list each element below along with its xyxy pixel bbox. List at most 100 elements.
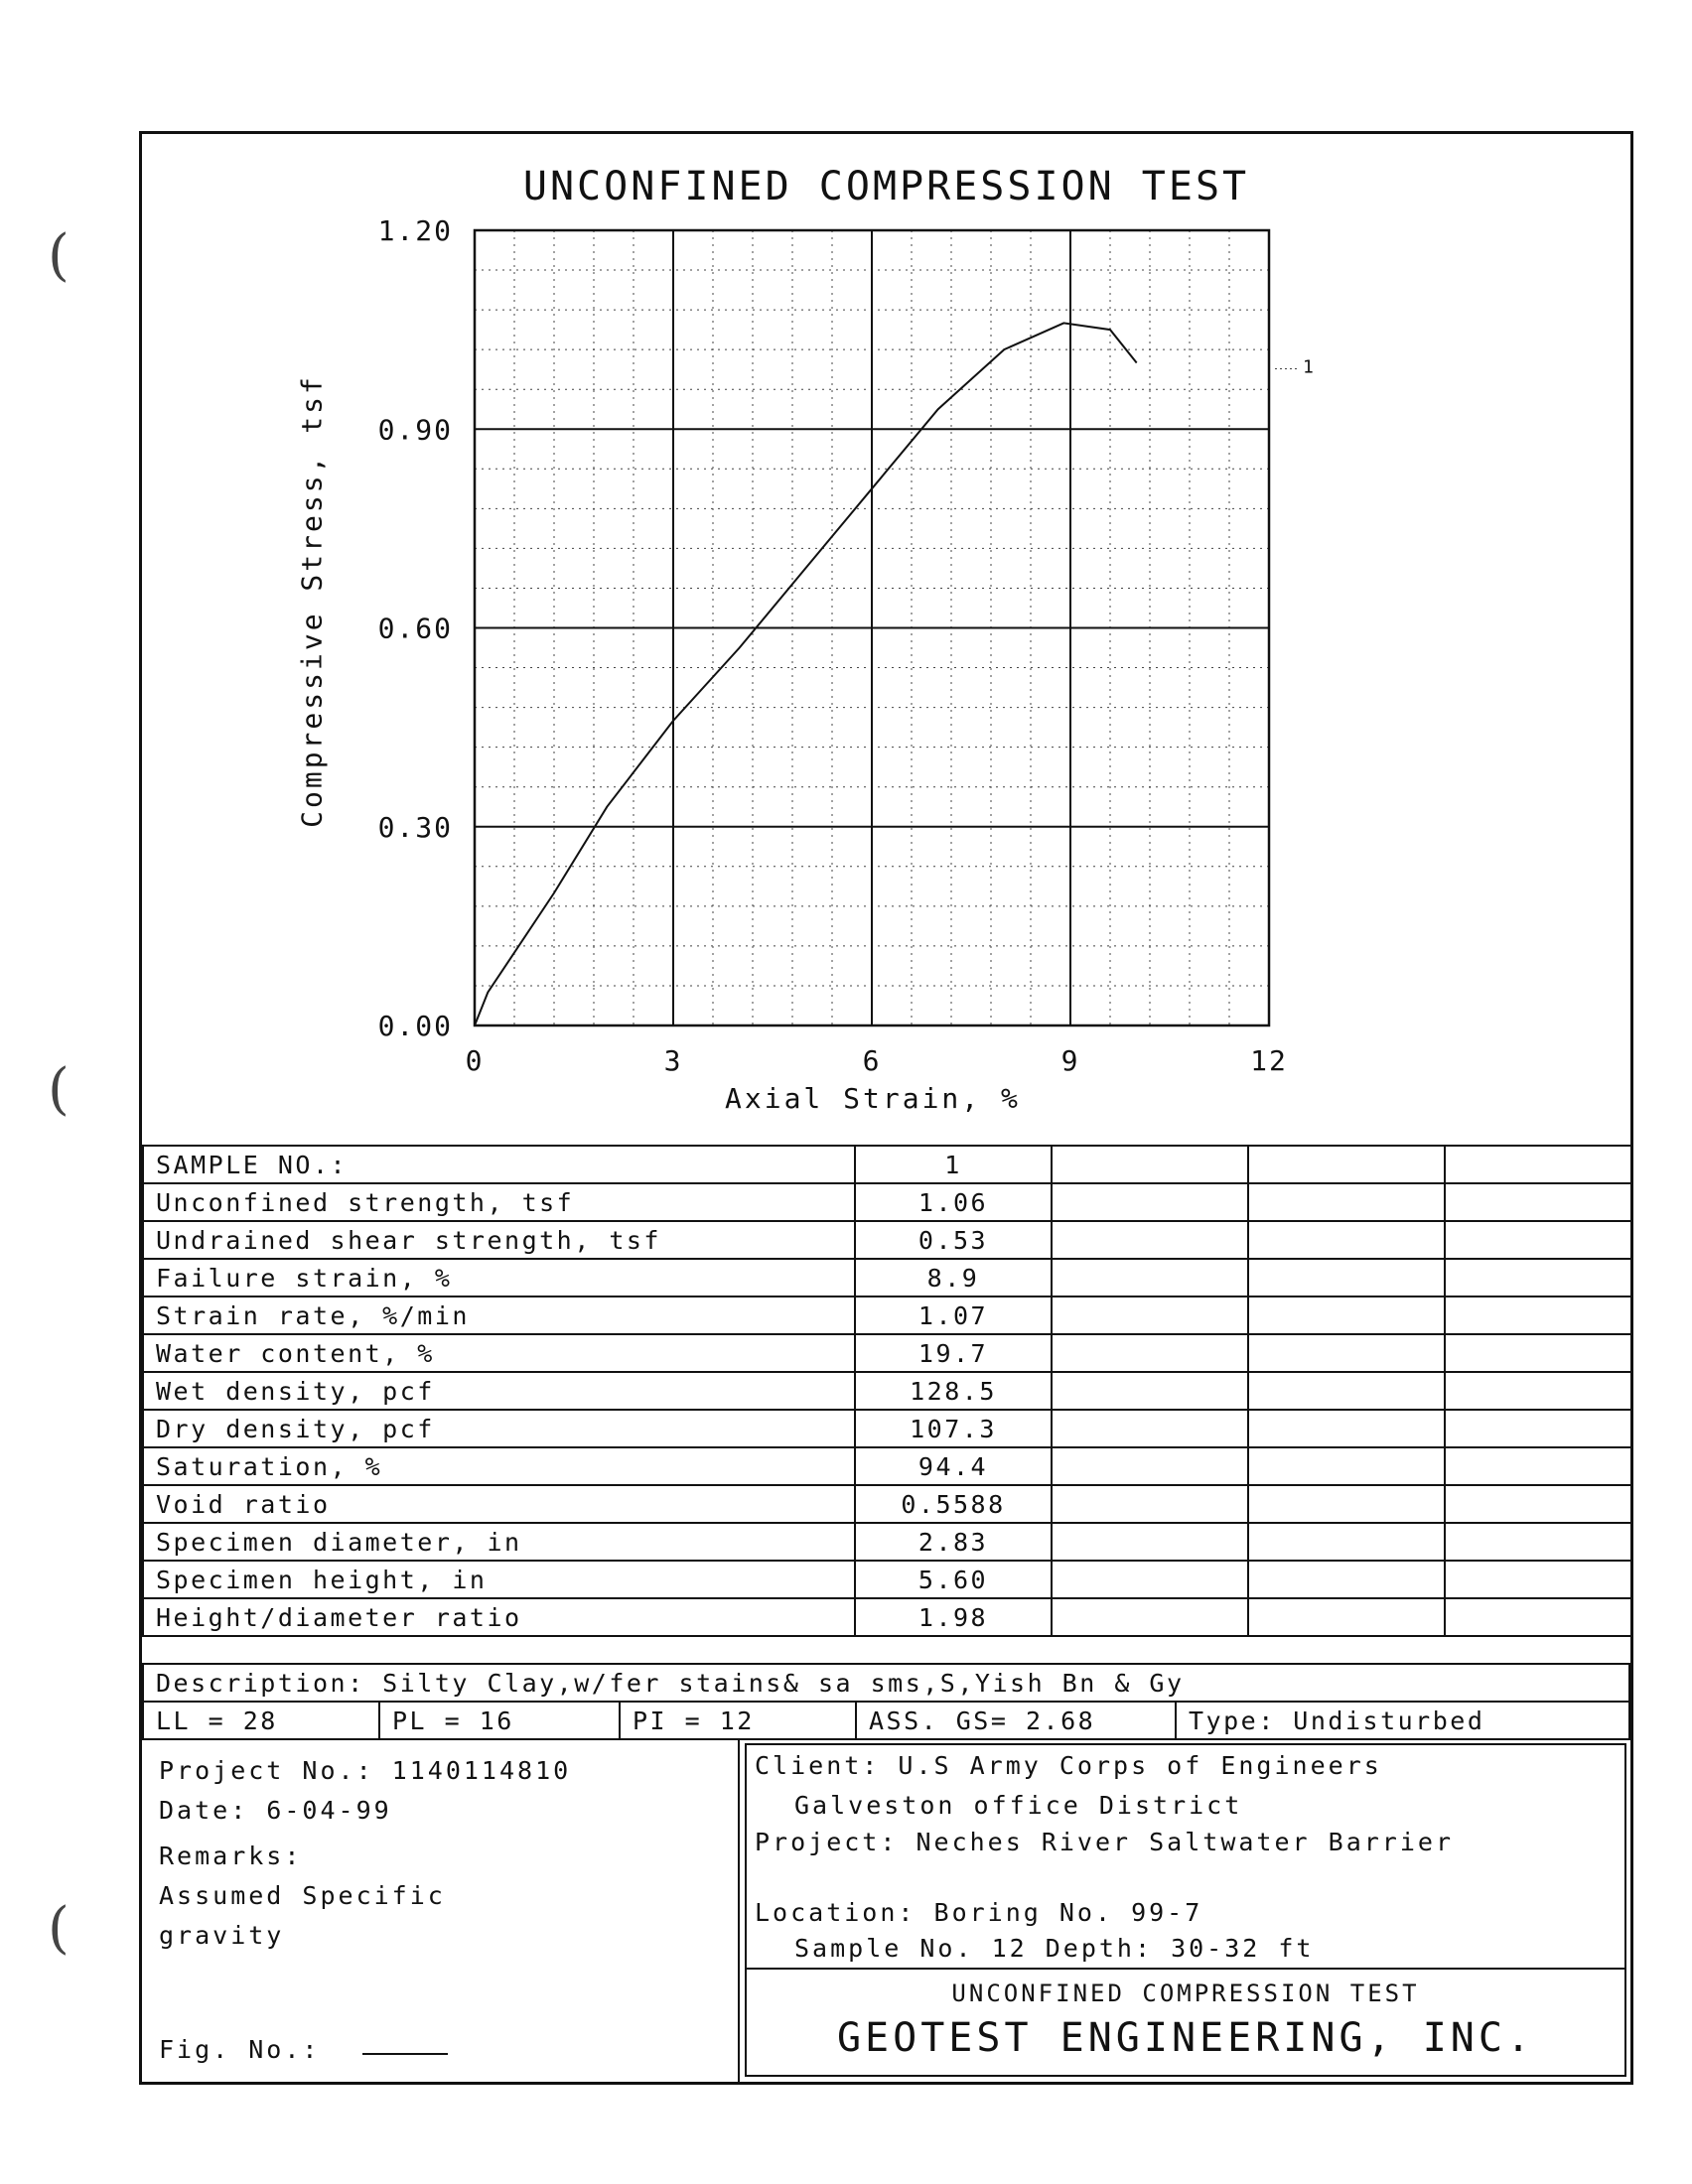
empty-sample-cell (1051, 1522, 1249, 1562)
project-number: Project No.: 1140114810 (159, 1756, 572, 1785)
empty-sample-cell (1444, 1220, 1632, 1260)
description-text: Description: Silty Clay,w/fer stains& sa… (156, 1669, 1185, 1698)
left-info-block: Project No.: 1140114810 Date: 6-04-99 Re… (142, 1738, 740, 2082)
y-tick-label: 0.90 (378, 413, 453, 446)
right-info-block: Client: U.S Army Corps of Engineers Galv… (745, 1743, 1626, 2077)
property-label: Failure strain, % (142, 1258, 856, 1297)
y-tick-label: 0.00 (378, 1010, 453, 1042)
empty-sample-cell (1247, 1220, 1446, 1260)
remarks-line-2: gravity (159, 1921, 285, 1950)
x-axis-label: Axial Strain, % (725, 1082, 1021, 1115)
table-row: Undrained shear strength, tsf 0.53 (142, 1220, 1632, 1260)
plot-area-border (473, 228, 1271, 1027)
property-label: Void ratio (142, 1484, 856, 1524)
series-label: 1 (1303, 357, 1314, 378)
empty-sample-cell (1247, 1182, 1446, 1222)
property-label: Specimen height, in (142, 1560, 856, 1599)
plastic-limit: PL = 16 (378, 1701, 621, 1740)
empty-sample-cell (1444, 1409, 1632, 1448)
property-value: 8.9 (854, 1258, 1053, 1297)
punch-hole-mark: ( (48, 1896, 70, 1961)
figure-number-blank (362, 2053, 448, 2055)
property-value: 1.07 (854, 1296, 1053, 1335)
property-value: 1 (854, 1145, 1053, 1184)
property-label: Water content, % (142, 1333, 856, 1373)
empty-sample-cell (1247, 1522, 1446, 1562)
plasticity-index: PI = 12 (619, 1701, 857, 1740)
empty-sample-cell (1051, 1220, 1249, 1260)
empty-sample-cell (1051, 1333, 1249, 1373)
property-label: Wet density, pcf (142, 1371, 856, 1411)
table-row: Strain rate, %/min 1.07 (142, 1296, 1632, 1335)
y-tick-label: 0.60 (378, 613, 453, 645)
company-name: GEOTEST ENGINEERING, INC. (836, 2015, 1535, 2061)
property-value: 128.5 (854, 1371, 1053, 1411)
x-tick-label: 0 (466, 1044, 485, 1077)
table-row: SAMPLE NO.: 1 (142, 1145, 1632, 1184)
table-row: Height/diameter ratio 1.98 (142, 1597, 1632, 1637)
location: Location: Boring No. 99-7 (755, 1898, 1203, 1927)
property-label: Saturation, % (142, 1446, 856, 1486)
property-value: 1.06 (854, 1182, 1053, 1222)
y-tick-label: 1.20 (378, 214, 453, 247)
property-label: Height/diameter ratio (142, 1597, 856, 1637)
punch-hole-mark: ( (48, 223, 70, 288)
property-value: 107.3 (854, 1409, 1053, 1448)
empty-sample-cell (1051, 1371, 1249, 1411)
remarks-line-1: Assumed Specific (159, 1881, 446, 1910)
report-title: UNCONFINED COMPRESSION TEST (951, 1979, 1420, 2007)
table-row: Water content, % 19.7 (142, 1333, 1632, 1373)
x-tick-label: 3 (664, 1044, 683, 1077)
properties-grid: SAMPLE NO.: 1 Unconfined strength, tsf 1.06… (142, 1145, 1632, 1637)
type-text: Type: Undisturbed (1189, 1706, 1485, 1735)
table-row: Dry density, pcf 107.3 (142, 1409, 1632, 1448)
empty-sample-cell (1051, 1182, 1249, 1222)
table-row: Specimen diameter, in 2.83 (142, 1522, 1632, 1562)
empty-sample-cell (1444, 1522, 1632, 1562)
empty-sample-cell (1247, 1409, 1446, 1448)
project-name: Project: Neches River Saltwater Barrier (755, 1828, 1454, 1856)
description-row: Description: Silty Clay,w/fer stains& sa… (142, 1663, 1630, 1703)
x-tick-label: 6 (863, 1044, 882, 1077)
property-value: 94.4 (854, 1446, 1053, 1486)
figure-number-label: Fig. No.: (159, 2035, 321, 2064)
empty-sample-cell (1051, 1597, 1249, 1637)
empty-sample-cell (1444, 1296, 1632, 1335)
empty-sample-cell (1247, 1560, 1446, 1599)
empty-sample-cell (1247, 1145, 1446, 1184)
empty-sample-cell (1247, 1371, 1446, 1411)
ll-text: LL = 28 (156, 1706, 278, 1735)
empty-sample-cell (1444, 1145, 1632, 1184)
x-tick-label: 9 (1061, 1044, 1080, 1077)
empty-sample-cell (1051, 1560, 1249, 1599)
pl-text: PL = 16 (392, 1706, 514, 1735)
property-value: 0.53 (854, 1220, 1053, 1260)
empty-sample-cell (1051, 1446, 1249, 1486)
empty-sample-cell (1444, 1333, 1632, 1373)
table-row: Specimen height, in 5.60 (142, 1560, 1632, 1599)
report-frame: UNCONFINED COMPRESSION TEST (139, 131, 1633, 2085)
empty-sample-cell (1051, 1296, 1249, 1335)
table-row: Wet density, pcf 128.5 (142, 1371, 1632, 1411)
table-row: Saturation, % 94.4 (142, 1446, 1632, 1486)
property-label: SAMPLE NO.: (142, 1145, 856, 1184)
empty-sample-cell (1247, 1333, 1446, 1373)
property-value: 1.98 (854, 1597, 1053, 1637)
empty-sample-cell (1444, 1484, 1632, 1524)
y-tick-label: 0.30 (378, 811, 453, 844)
property-value: 5.60 (854, 1560, 1053, 1599)
empty-sample-cell (1444, 1258, 1632, 1297)
empty-sample-cell (1444, 1446, 1632, 1486)
x-tick-label: 12 (1250, 1044, 1288, 1077)
sample-type: Type: Undisturbed (1175, 1701, 1630, 1740)
pi-text: PI = 12 (633, 1706, 755, 1735)
client: Client: U.S Army Corps of Engineers (755, 1751, 1382, 1780)
property-label: Specimen diameter, in (142, 1522, 856, 1562)
empty-sample-cell (1247, 1258, 1446, 1297)
series-line (474, 322, 1138, 1026)
empty-sample-cell (1444, 1597, 1632, 1637)
property-value: 0.5588 (854, 1484, 1053, 1524)
property-label: Dry density, pcf (142, 1409, 856, 1448)
empty-sample-cell (1051, 1409, 1249, 1448)
table-row: Failure strain, % 8.9 (142, 1258, 1632, 1297)
